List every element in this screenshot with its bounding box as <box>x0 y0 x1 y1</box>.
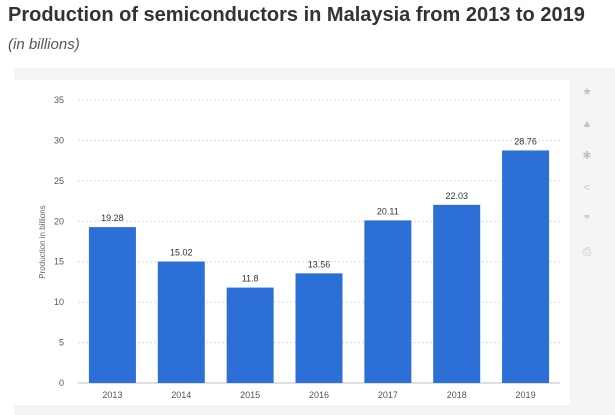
x-tick-label: 2019 <box>516 390 536 400</box>
y-tick-label: 0 <box>59 378 64 388</box>
y-tick-label: 10 <box>54 297 64 307</box>
bar[interactable] <box>157 261 205 383</box>
share-icon[interactable]: < <box>583 182 591 194</box>
chart-subtitle: (in billions) <box>8 36 80 53</box>
y-tick-label: 35 <box>54 95 64 105</box>
y-tick-label: 15 <box>54 257 64 267</box>
bell-icon[interactable]: ▲ <box>581 118 593 130</box>
y-tick-label: 30 <box>54 135 64 145</box>
gear-icon[interactable]: ✱ <box>582 150 592 162</box>
x-tick-label: 2016 <box>309 390 329 400</box>
data-label: 13.56 <box>308 259 331 269</box>
x-tick-label: 2014 <box>171 390 191 400</box>
x-tick-label: 2015 <box>240 390 260 400</box>
bar[interactable] <box>226 287 274 383</box>
data-label: 20.11 <box>377 206 399 216</box>
star-icon[interactable]: ★ <box>582 86 592 98</box>
y-tick-label: 25 <box>54 176 64 186</box>
bar[interactable] <box>88 227 136 383</box>
chart-toolbar: ★ ▲ ✱ < ❞ ⎙ <box>572 70 602 290</box>
data-label: 15.02 <box>170 248 193 258</box>
print-icon[interactable]: ⎙ <box>582 246 592 258</box>
bar[interactable] <box>502 150 550 383</box>
y-tick-label: 5 <box>59 338 64 348</box>
x-tick-label: 2013 <box>102 390 122 400</box>
y-axis-label: Production in billions <box>38 205 47 278</box>
data-label: 11.8 <box>242 274 259 284</box>
quote-icon[interactable]: ❞ <box>584 214 590 226</box>
chart-title: Production of semiconductors in Malaysia… <box>8 4 585 26</box>
data-label: 22.03 <box>445 191 468 201</box>
x-tick-label: 2017 <box>378 390 398 400</box>
x-tick-label: 2018 <box>447 390 467 400</box>
bar[interactable] <box>295 273 343 383</box>
bar[interactable] <box>364 220 412 383</box>
y-tick-label: 20 <box>54 216 64 226</box>
bar[interactable] <box>433 204 481 383</box>
data-label: 28.76 <box>514 136 537 146</box>
data-label: 19.28 <box>101 213 124 223</box>
